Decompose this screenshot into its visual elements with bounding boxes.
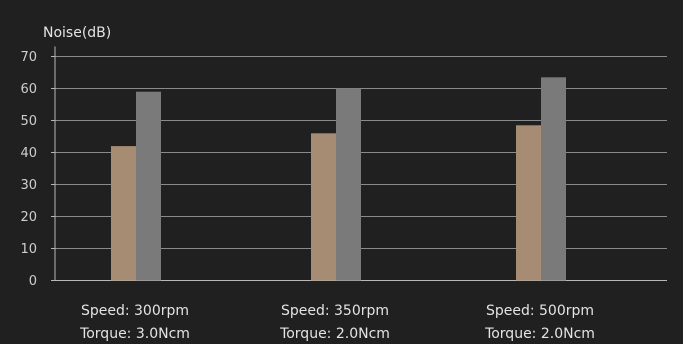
bar-series2-cat3: [541, 77, 566, 281]
category-label-speed: Speed: 500rpm: [486, 303, 594, 319]
y-axis-title: Noise(dB): [43, 25, 111, 41]
category-label-torque: Torque: 3.0Ncm: [79, 326, 190, 342]
y-tick-labels: 0 10 20 30 40 50 60 70: [20, 50, 37, 289]
bars: [111, 77, 566, 281]
bar-series2-cat2: [336, 88, 361, 281]
category-label-speed: Speed: 350rpm: [281, 303, 389, 319]
category-label-speed: Speed: 300rpm: [81, 303, 189, 319]
category-label-torque: Torque: 2.0Ncm: [484, 326, 595, 342]
y-tick-label: 60: [20, 82, 37, 97]
category-label-torque: Torque: 2.0Ncm: [279, 326, 390, 342]
y-tick-label: 70: [20, 50, 37, 65]
y-tick-label: 30: [20, 178, 37, 193]
y-tick-label: 10: [20, 242, 37, 257]
y-tick-label: 0: [29, 274, 37, 289]
bar-series1-cat1: [111, 146, 136, 281]
y-tick-label: 40: [20, 146, 37, 161]
y-tick-label: 20: [20, 210, 37, 225]
category-labels: Speed: 300rpm Torque: 3.0Ncm Speed: 350rpm…: [79, 303, 595, 342]
bar-series2-cat1: [136, 91, 161, 281]
bar-series1-cat3: [516, 125, 541, 281]
bar-series1-cat2: [311, 133, 336, 281]
y-tick-label: 50: [20, 114, 37, 129]
